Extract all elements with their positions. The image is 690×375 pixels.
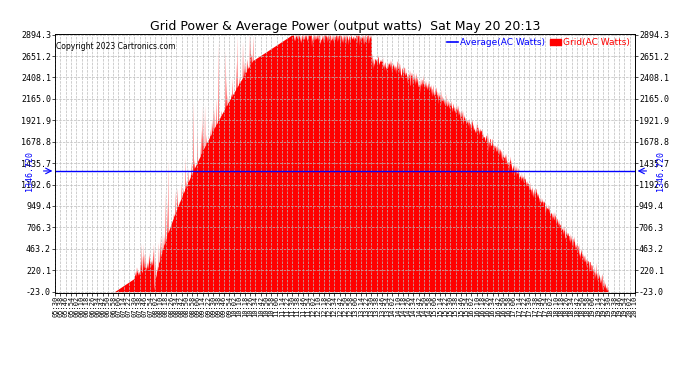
Title: Grid Power & Average Power (output watts)  Sat May 20 20:13: Grid Power & Average Power (output watts… (150, 20, 540, 33)
Legend: Average(AC Watts), Grid(AC Watts): Average(AC Watts), Grid(AC Watts) (447, 38, 630, 47)
Text: Copyright 2023 Cartronics.com: Copyright 2023 Cartronics.com (57, 42, 176, 51)
Text: 1346.720: 1346.720 (656, 151, 665, 191)
Text: 1346.720: 1346.720 (25, 151, 34, 191)
